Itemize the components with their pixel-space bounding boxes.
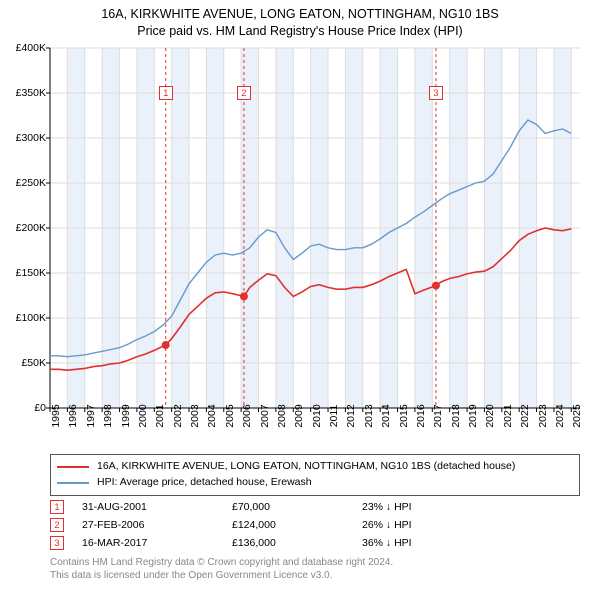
x-tick-label: 2024 bbox=[554, 404, 566, 427]
x-tick-label: 2006 bbox=[241, 404, 253, 427]
y-tick-label: £200K bbox=[16, 222, 46, 234]
attribution-line2: This data is licensed under the Open Gov… bbox=[50, 569, 580, 582]
sales-pct: 26% ↓ HPI bbox=[362, 519, 580, 531]
sales-row: 3 16-MAR-2017£136,00036% ↓ HPI bbox=[50, 534, 580, 552]
legend-row: HPI: Average price, detached house, Erew… bbox=[57, 475, 573, 491]
sales-marker-box: 2 bbox=[50, 518, 64, 532]
plot-svg bbox=[50, 48, 580, 408]
sales-date: 31-AUG-2001 bbox=[82, 501, 232, 513]
x-tick-label: 2012 bbox=[345, 404, 357, 427]
y-tick-label: £150K bbox=[16, 267, 46, 279]
sales-row: 2 27-FEB-2006£124,00026% ↓ HPI bbox=[50, 516, 580, 534]
x-tick-label: 2019 bbox=[467, 404, 479, 427]
title-subtitle: Price paid vs. HM Land Registry's House … bbox=[0, 23, 600, 40]
y-axis-labels: £0£50K£100K£150K£200K£250K£300K£350K£400… bbox=[2, 48, 46, 408]
sales-table: 1 31-AUG-2001£70,00023% ↓ HPI 2 27-FEB-2006… bbox=[50, 498, 580, 552]
legend-label: HPI: Average price, detached house, Erew… bbox=[97, 475, 312, 491]
y-tick-label: £350K bbox=[16, 87, 46, 99]
x-tick-label: 2000 bbox=[137, 404, 149, 427]
legend-row: 16A, KIRKWHITE AVENUE, LONG EATON, NOTTI… bbox=[57, 459, 573, 475]
chart-marker-3: 3 bbox=[429, 86, 443, 100]
x-tick-label: 2005 bbox=[224, 404, 236, 427]
x-tick-label: 2015 bbox=[398, 404, 410, 427]
chart-container: 16A, KIRKWHITE AVENUE, LONG EATON, NOTTI… bbox=[0, 0, 600, 590]
x-tick-label: 2004 bbox=[206, 404, 218, 427]
x-tick-label: 2016 bbox=[415, 404, 427, 427]
x-tick-label: 2002 bbox=[172, 404, 184, 427]
legend-label: 16A, KIRKWHITE AVENUE, LONG EATON, NOTTI… bbox=[97, 459, 515, 475]
sales-pct: 23% ↓ HPI bbox=[362, 501, 580, 513]
x-tick-label: 2020 bbox=[484, 404, 496, 427]
sales-marker-box: 3 bbox=[50, 536, 64, 550]
sales-price: £136,000 bbox=[232, 537, 362, 549]
x-tick-label: 2018 bbox=[450, 404, 462, 427]
chart-marker-2: 2 bbox=[237, 86, 251, 100]
x-axis-labels: 1995199619971998199920002001200220032004… bbox=[50, 410, 580, 448]
y-tick-label: £400K bbox=[16, 42, 46, 54]
x-tick-label: 2003 bbox=[189, 404, 201, 427]
x-tick-label: 2010 bbox=[311, 404, 323, 427]
x-tick-label: 2009 bbox=[293, 404, 305, 427]
x-tick-label: 2007 bbox=[259, 404, 271, 427]
sales-date: 27-FEB-2006 bbox=[82, 519, 232, 531]
sales-price: £70,000 bbox=[232, 501, 362, 513]
chart-marker-1: 1 bbox=[159, 86, 173, 100]
x-tick-label: 2008 bbox=[276, 404, 288, 427]
legend: 16A, KIRKWHITE AVENUE, LONG EATON, NOTTI… bbox=[50, 454, 580, 496]
y-tick-label: £50K bbox=[21, 357, 46, 369]
chart-area: £0£50K£100K£150K£200K£250K£300K£350K£400… bbox=[50, 48, 580, 408]
x-tick-label: 2023 bbox=[537, 404, 549, 427]
y-tick-label: £250K bbox=[16, 177, 46, 189]
y-tick-label: £300K bbox=[16, 132, 46, 144]
x-tick-label: 2013 bbox=[363, 404, 375, 427]
x-tick-label: 2021 bbox=[502, 404, 514, 427]
sales-date: 16-MAR-2017 bbox=[82, 537, 232, 549]
attribution: Contains HM Land Registry data © Crown c… bbox=[50, 556, 580, 582]
x-tick-label: 1997 bbox=[85, 404, 97, 427]
legend-swatch bbox=[57, 482, 89, 484]
x-tick-label: 1998 bbox=[102, 404, 114, 427]
attribution-line1: Contains HM Land Registry data © Crown c… bbox=[50, 556, 580, 569]
x-tick-label: 2014 bbox=[380, 404, 392, 427]
sales-row: 1 31-AUG-2001£70,00023% ↓ HPI bbox=[50, 498, 580, 516]
sales-price: £124,000 bbox=[232, 519, 362, 531]
sales-marker-box: 1 bbox=[50, 500, 64, 514]
sales-pct: 36% ↓ HPI bbox=[362, 537, 580, 549]
title-address: 16A, KIRKWHITE AVENUE, LONG EATON, NOTTI… bbox=[0, 6, 600, 23]
x-tick-label: 2001 bbox=[154, 404, 166, 427]
y-tick-label: £100K bbox=[16, 312, 46, 324]
x-tick-label: 2025 bbox=[571, 404, 583, 427]
x-tick-label: 1996 bbox=[67, 404, 79, 427]
x-tick-label: 2017 bbox=[432, 404, 444, 427]
x-tick-label: 2011 bbox=[328, 405, 340, 428]
x-tick-label: 2022 bbox=[519, 404, 531, 427]
x-tick-label: 1995 bbox=[50, 404, 62, 427]
legend-swatch bbox=[57, 466, 89, 468]
x-tick-label: 1999 bbox=[120, 404, 132, 427]
y-tick-label: £0 bbox=[34, 402, 46, 414]
title-block: 16A, KIRKWHITE AVENUE, LONG EATON, NOTTI… bbox=[0, 0, 600, 42]
